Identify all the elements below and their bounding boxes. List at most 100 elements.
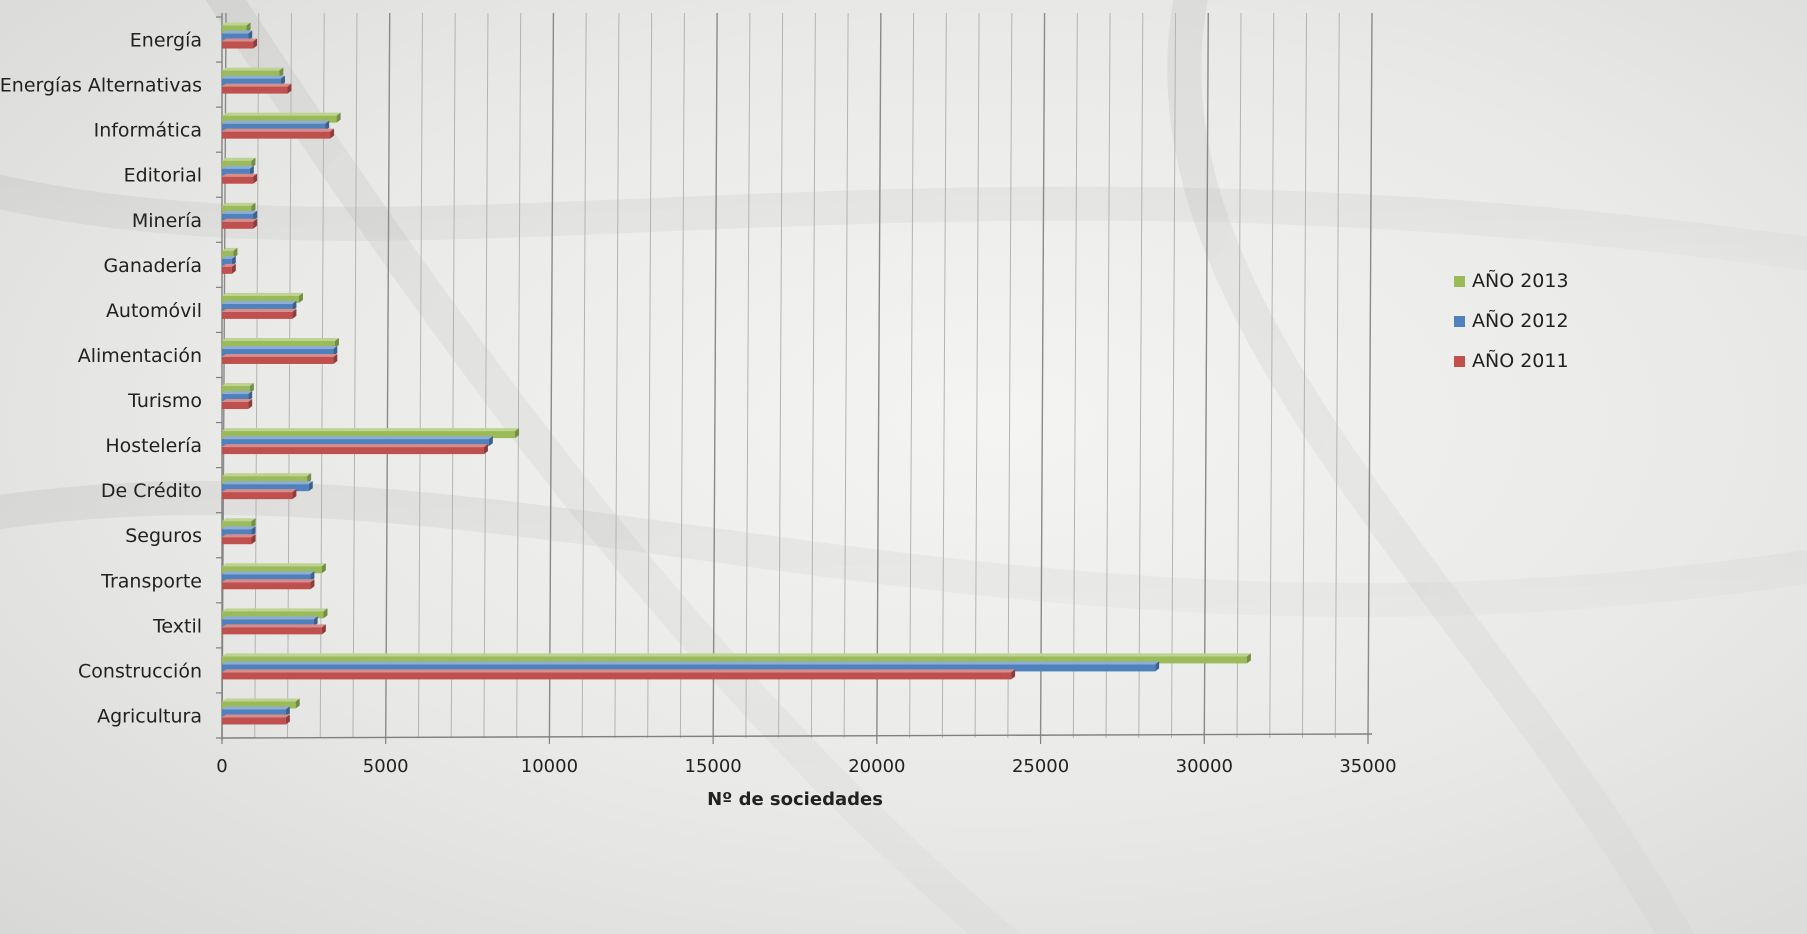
bar-top xyxy=(222,300,297,304)
bar xyxy=(222,608,328,619)
gridline xyxy=(1072,12,1078,739)
bar xyxy=(222,345,338,356)
bar-end xyxy=(1011,669,1016,680)
bar-front xyxy=(222,41,254,49)
bar xyxy=(222,218,258,229)
bar-end xyxy=(310,571,315,582)
bar xyxy=(222,624,326,635)
category-label: Construcción xyxy=(78,660,202,682)
bar-end xyxy=(333,345,338,356)
bar-top xyxy=(222,128,335,132)
bar-end xyxy=(253,173,258,184)
bar xyxy=(222,444,488,455)
bar-top xyxy=(222,112,341,116)
bar-top xyxy=(222,255,236,259)
gridline xyxy=(974,12,980,739)
category-label: Seguros xyxy=(125,525,202,547)
bar-end xyxy=(248,399,253,410)
bar-top xyxy=(222,353,338,357)
gridline xyxy=(1203,12,1209,739)
bar-end xyxy=(334,337,339,348)
bar-top xyxy=(222,624,326,628)
bar-top xyxy=(222,38,258,42)
bar-top xyxy=(222,481,313,485)
bar-front xyxy=(222,160,252,168)
bar-front xyxy=(222,348,334,356)
bar-front xyxy=(222,250,234,258)
gridline xyxy=(745,12,751,739)
bar xyxy=(222,399,253,410)
bar-top xyxy=(222,383,254,387)
bar xyxy=(222,436,493,447)
bar-end xyxy=(253,210,258,221)
bar-front xyxy=(222,484,309,492)
bar-end xyxy=(298,292,303,303)
bar-top xyxy=(222,247,238,251)
bar-top xyxy=(222,661,1160,665)
bar-top xyxy=(222,534,256,538)
bar-top xyxy=(222,157,256,161)
bar-top xyxy=(222,579,315,583)
x-axis-line xyxy=(221,733,1373,739)
bar-front xyxy=(222,115,337,123)
bar xyxy=(222,67,284,78)
bar xyxy=(222,669,1016,680)
bar-front xyxy=(222,611,324,619)
category-label: Minería xyxy=(132,210,202,232)
bar-front xyxy=(222,78,281,86)
x-tick-labels: 0 5000 10000 15000 20000 25000 30000 35000 xyxy=(216,756,1396,777)
bar-front xyxy=(222,25,247,33)
bar-front xyxy=(222,439,489,447)
bar-front xyxy=(222,176,254,184)
bar xyxy=(222,38,258,49)
bar-top xyxy=(222,608,328,612)
gridlines xyxy=(221,12,1373,739)
bar-end xyxy=(333,353,338,364)
gridline xyxy=(483,12,489,739)
bar xyxy=(222,263,236,274)
bar-top xyxy=(222,83,292,87)
bar-top xyxy=(222,436,493,440)
bar-end xyxy=(231,255,236,266)
bar-end xyxy=(231,263,236,274)
category-label: Energías Alternativas xyxy=(0,75,202,97)
bar-end xyxy=(325,120,330,131)
legend-item: AÑO 2011 xyxy=(1454,349,1569,372)
bar-end xyxy=(321,563,326,574)
gridline xyxy=(1105,12,1111,739)
bar-top xyxy=(222,202,256,206)
bar-top xyxy=(222,489,297,493)
bar-top xyxy=(222,120,330,124)
bar-end xyxy=(251,526,256,537)
bar-front xyxy=(222,492,293,500)
bar xyxy=(222,83,292,94)
bar-top xyxy=(222,337,339,341)
gridline xyxy=(843,12,849,739)
gridline xyxy=(810,12,816,739)
gridline xyxy=(1269,12,1275,739)
legend-item: AÑO 2012 xyxy=(1454,309,1569,332)
bar-front xyxy=(222,521,252,529)
category-label: Ganadería xyxy=(103,255,202,277)
bar-front xyxy=(222,205,252,213)
x-tick-label: 15000 xyxy=(685,756,742,777)
bar-front xyxy=(222,476,308,484)
bar-front xyxy=(222,221,254,229)
bar-end xyxy=(249,165,254,176)
bar-end xyxy=(292,300,297,311)
bar-front xyxy=(222,664,1156,672)
bar-end xyxy=(287,83,292,94)
bar-end xyxy=(251,157,256,168)
gridline xyxy=(1302,12,1308,739)
gridline xyxy=(876,12,882,739)
bar xyxy=(222,165,254,176)
bar-end xyxy=(483,444,488,455)
gridline xyxy=(1138,12,1144,739)
bar-end xyxy=(251,518,256,529)
x-tick-label: 5000 xyxy=(363,756,409,777)
bar-top xyxy=(222,173,258,177)
bar-end xyxy=(295,698,300,709)
bar-top xyxy=(222,30,253,34)
gridline xyxy=(614,12,620,739)
